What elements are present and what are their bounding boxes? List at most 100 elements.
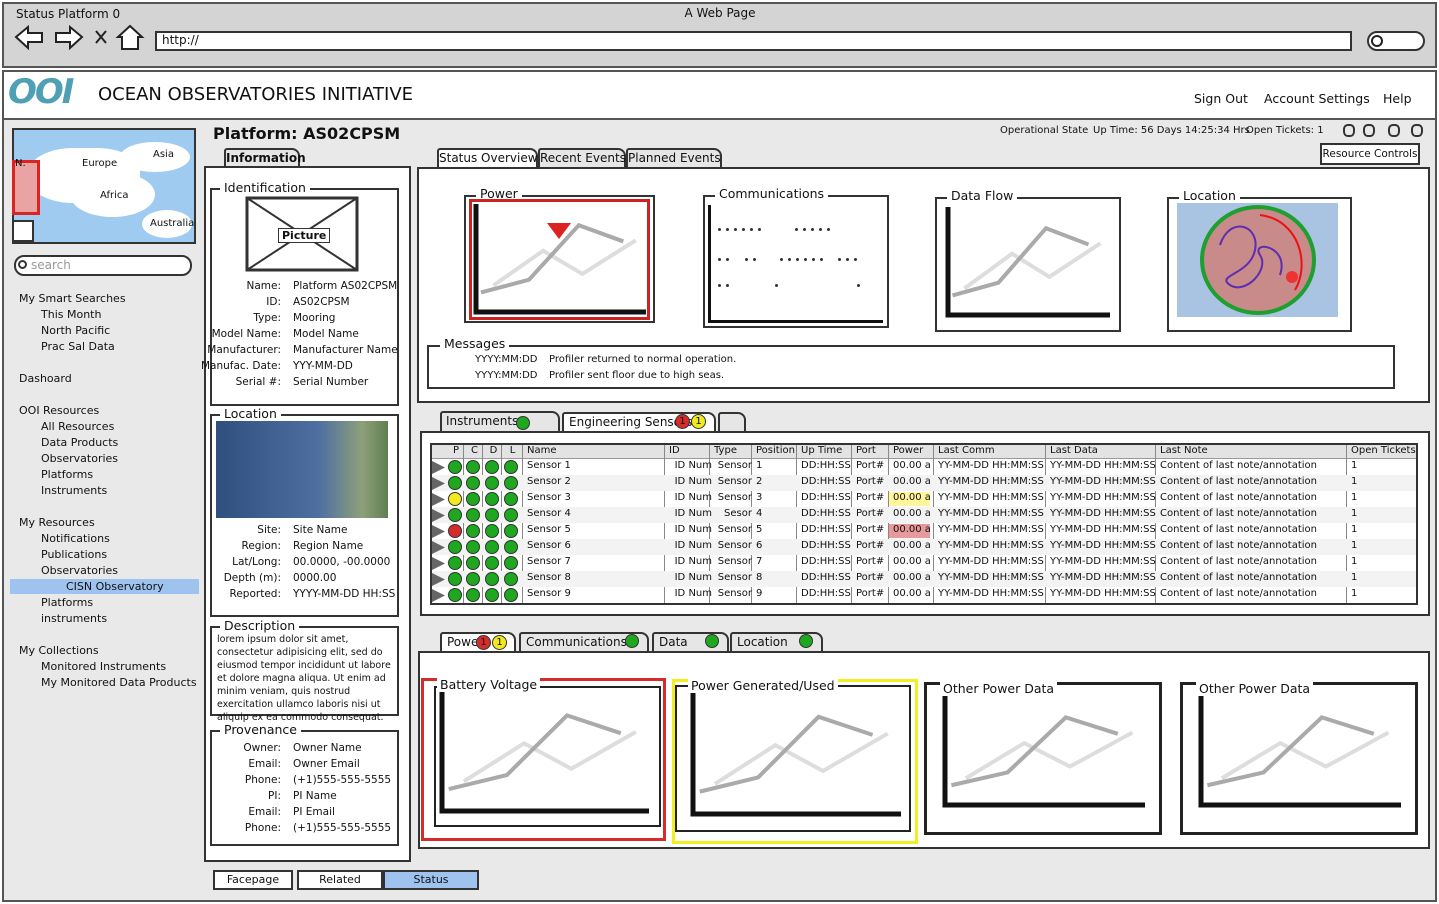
page-title: A Web Page [684,6,756,20]
nav-heading[interactable]: OOI Resources [19,404,100,417]
field-label: PI: [268,790,281,802]
column-header[interactable]: D [489,445,498,456]
nav-item[interactable]: Prac Sal Data [41,340,115,353]
column-header[interactable]: Position [756,445,795,456]
status-light [504,540,518,554]
nav-heading[interactable]: Dashoard [19,372,72,385]
field-label: Serial #: [235,376,281,388]
table-cell: Port# [856,572,885,583]
header-link[interactable]: Account Settings [1264,91,1370,106]
nav-item[interactable]: North Pacific [41,324,111,337]
nav-item[interactable]: This Month [41,308,102,321]
status-tab[interactable]: Status Overview [437,148,538,169]
status-light [485,460,499,474]
field-value: AS02CPSM [293,296,350,308]
map-tool[interactable] [12,220,34,242]
nav-item[interactable]: Notifications [41,532,110,545]
overview-box [703,195,889,328]
nav-item[interactable]: Platforms [41,596,94,609]
column-header[interactable]: Power [893,445,924,456]
column-header[interactable]: P [452,445,460,456]
nav-item[interactable]: Observatories [41,564,119,577]
column-header[interactable]: L [509,445,516,456]
column-header[interactable]: C [471,445,478,456]
status-light [485,476,499,490]
table-cell: Sensor 5 [527,524,571,535]
status-tab[interactable]: Planned Events [626,148,722,169]
table-cell: Port# [856,556,885,567]
table-cell: ID Num [674,588,712,599]
table-cell: Port# [856,524,885,535]
table-cell: YY-MM-DD HH:MM:SS [1050,476,1156,487]
group-title: Location [220,406,281,421]
field-value: Site Name [293,524,348,536]
table-cell: YY-MM-DD HH:MM:SS [938,476,1044,487]
status-text: Open Tickets: 1 [1246,125,1324,136]
status-light [485,492,499,506]
column-divider [1045,445,1046,603]
nav-heading[interactable]: My Collections [19,644,99,657]
nav-item[interactable]: Instruments [41,484,108,497]
nav-item[interactable]: Data Products [41,436,119,449]
status-icon [1343,124,1355,137]
comm-dot [803,228,806,231]
status-text: Up Time: 56 Days 14:25:34 Hrs [1093,125,1250,136]
nav-item[interactable]: Monitored Instruments [41,660,167,673]
nav-buttons[interactable] [12,24,147,52]
nav-item[interactable]: Observatories [41,452,119,465]
table-cell: DD:HH:SS [801,492,851,503]
nav-item[interactable]: Platforms [41,468,94,481]
map-label: Africa [100,190,129,201]
nav-item[interactable]: CISN Observatory [66,580,164,593]
table-cell: YY-MM-DD HH:MM:SS [938,508,1044,519]
header-link[interactable]: Help [1383,91,1412,106]
browser-search[interactable] [1367,31,1425,51]
nav-heading[interactable]: My Resources [19,516,95,529]
group-title: Provenance [220,722,301,737]
table-cell: 00.00 a [893,556,931,567]
table-cell: YY-MM-DD HH:MM:SS [938,460,1044,471]
search-placeholder: search [31,258,71,272]
column-header[interactable]: Open Tickets [1351,445,1416,456]
status-tab[interactable]: Recent Events [538,148,626,169]
nav-item[interactable]: My Monitored Data Products [41,676,197,689]
column-header[interactable]: Type [714,445,737,456]
page-tab[interactable]: Related [297,870,383,890]
nav-item[interactable]: All Resources [41,420,115,433]
column-header[interactable]: Port [856,445,876,456]
tab-light [705,634,719,648]
header-link[interactable]: Sign Out [1194,91,1248,106]
column-header[interactable]: Up Time [801,445,843,456]
column-header[interactable]: Last Data [1050,445,1098,456]
column-header[interactable]: Last Note [1160,445,1208,456]
overview-title: Communications [715,186,829,201]
group-title: Description [220,618,300,633]
table-cell: 8 [756,572,763,583]
page-tab[interactable]: Status [383,870,479,890]
sensor-tab[interactable] [718,412,746,432]
table-cell: DD:HH:SS [801,508,851,519]
nav-heading[interactable]: My Smart Searches [19,292,126,305]
nav-item[interactable]: Publications [41,548,108,561]
field-value: PI Name [293,790,337,802]
url-bar[interactable] [155,31,1352,51]
location-map [216,421,388,518]
field-label: Depth (m): [223,572,281,584]
column-header[interactable]: Name [527,445,557,456]
page-tab[interactable]: Facepage [213,870,293,890]
power-chart [473,204,646,315]
resource-controls[interactable]: Resource Controls [1320,143,1420,165]
field-value: (+1)555-555-5555 [293,774,392,786]
table-cell: 1 [1351,508,1358,519]
detail-tab[interactable]: Communications [519,632,649,653]
status-light [485,572,499,586]
info-tab[interactable]: Information [224,148,306,168]
column-header[interactable]: ID [669,445,680,456]
search-box[interactable] [14,255,192,276]
sensor-tab[interactable]: Instruments [440,411,560,432]
field-label: Name: [246,280,281,292]
power-highlight [889,524,930,538]
table-cell: YY-MM-DD HH:MM:SS [938,492,1044,503]
nav-item[interactable]: instruments [41,612,108,625]
column-header[interactable]: Last Comm [938,445,995,456]
